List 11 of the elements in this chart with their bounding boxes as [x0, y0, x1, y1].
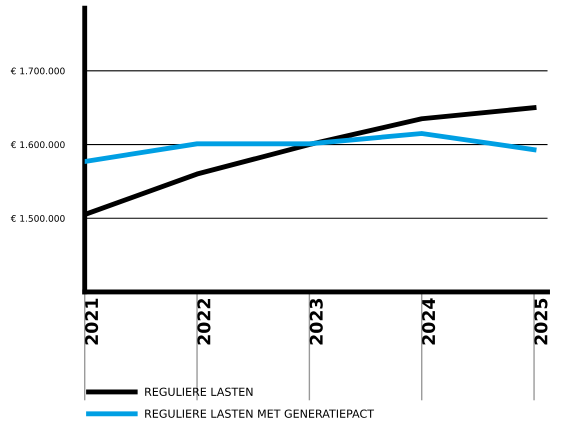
- x-tick-label: 2023: [310, 298, 323, 344]
- y-tick-label: € 1.500.000: [10, 214, 65, 222]
- x-tick-label: 2024: [422, 298, 436, 344]
- y-tick-label: € 1.600.000: [10, 141, 65, 148]
- line-series: [84, 131, 536, 164]
- legend-label: REGULIERE LASTEN: [145, 388, 252, 396]
- y-tick-label: € 1.700.000: [10, 68, 65, 74]
- x-tick-label: 2021: [85, 298, 98, 344]
- legend-label: REGULIERE LASTEN MET GENERATIEPACT: [145, 409, 374, 418]
- x-tick-label: 2022: [197, 299, 210, 344]
- x-tick-label: 2025: [534, 298, 548, 344]
